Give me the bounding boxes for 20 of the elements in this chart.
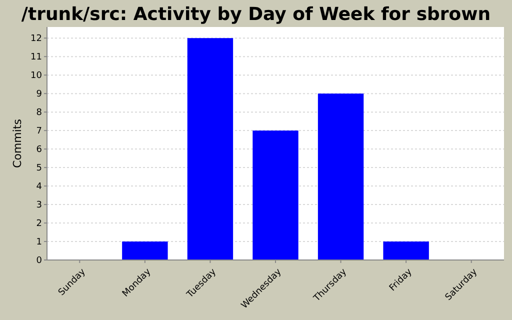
bar (383, 242, 429, 260)
y-tick-label: 9 (36, 89, 42, 100)
y-tick-label: 5 (36, 163, 42, 174)
y-tick-label: 4 (36, 182, 42, 192)
bar (252, 130, 298, 260)
chart-title: /trunk/src: Activity by Day of Week for sbrown (21, 4, 491, 25)
y-axis-title: Commits (11, 118, 24, 168)
y-tick-label: 11 (30, 52, 42, 62)
y-tick-label: 1 (36, 237, 42, 248)
y-tick-label: 2 (36, 218, 42, 229)
y-tick-label: 6 (36, 144, 42, 155)
bar (187, 38, 234, 260)
y-tick-label: 0 (36, 256, 42, 266)
bar (318, 94, 364, 260)
y-tick-label: 10 (30, 70, 42, 81)
y-tick-label: 8 (36, 108, 42, 118)
y-tick-label: 7 (36, 126, 42, 136)
bar (122, 242, 168, 260)
y-tick-label: 3 (36, 200, 42, 210)
y-tick-label: 12 (30, 34, 42, 44)
